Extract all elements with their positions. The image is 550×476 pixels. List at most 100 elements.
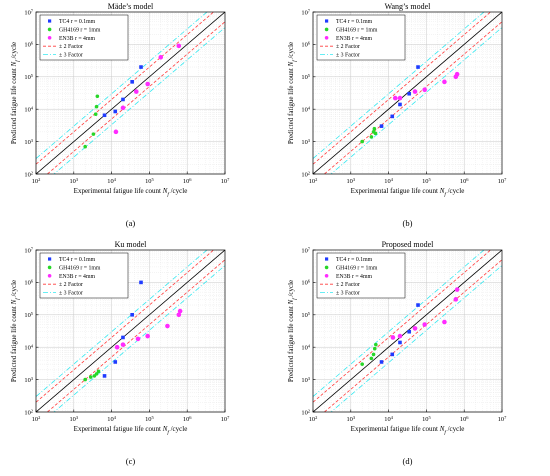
legend-label: EN3B r = 4mm [336,274,372,280]
legend-item: ± 3 Factor [43,53,83,59]
factor-2-line [323,21,502,174]
x-tick-label: 107 [498,177,507,186]
factor-2-line [323,259,502,412]
chart-title: Ku model [115,240,148,249]
axes-frame [312,249,503,413]
x-tick-label: 102 [32,177,41,186]
data-point-gh4169 [83,377,87,382]
data-point-tc4 [130,80,134,84]
reference-lines [36,12,225,174]
series-tc4 [102,65,143,118]
y-tick-label: 102 [24,170,33,179]
data-point-tc4 [416,303,420,307]
series-tc4 [379,65,420,128]
data-point-en3b [165,323,170,329]
x-tick-label: 103 [346,177,355,186]
data-point-en3b [176,312,182,318]
legend-marker-square [48,257,52,261]
x-tick-label: 105 [145,415,154,424]
factor-3-line [330,26,502,174]
data-point-en3b [158,54,164,60]
data-point-tc4 [398,102,402,107]
factor-3-line [53,264,225,412]
data-point-en3b [176,43,182,49]
data-point-tc4 [113,109,118,114]
data-point-tc4 [139,280,143,285]
data-point-en3b [397,333,403,339]
y-tick-label: 107 [301,8,310,16]
legend-box [316,14,406,61]
panel-caption: (b) [403,218,413,228]
legend-label: GH4169 r = 1mm [336,265,378,271]
panel-caption: (a) [126,218,136,228]
panel-caption: (d) [403,456,413,466]
x-tick-label: 105 [422,177,431,186]
data-point-gh4169 [96,369,101,374]
data-point-en3b [120,342,126,347]
data-point-en3b [113,129,119,135]
data-point-en3b [177,308,183,314]
y-tick-label: 106 [24,278,33,287]
x-tick-label: 107 [221,415,230,424]
data-point-gh4169 [93,112,98,117]
y-tick-label: 102 [301,408,310,417]
data-point-en3b [453,297,459,302]
x-tick-label: 105 [145,177,154,186]
legend-label: ± 3 Factor [59,53,83,59]
y-axis-label: Predicted fatigue life count Nf /cycle [287,280,298,382]
data-point-gh4169 [360,139,364,144]
y-axis-label: Predicted fatigue life count Nf /cycle [287,42,298,144]
legend-item: EN3B r = 4mm [47,274,95,280]
data-point-en3b [133,89,139,94]
legend-box [39,252,129,299]
data-point-en3b [442,79,447,85]
legend-item: EN3B r = 4mm [324,274,372,280]
legend-item: ± 2 Factor [320,44,360,50]
chart-title: Proposed model [382,240,435,249]
y-axis-label: Predicted fatigue life count Nf /cycle [10,280,21,382]
data-point-tc4 [379,360,384,364]
data-point-gh4169 [369,135,374,139]
data-point-en3b [442,319,447,325]
data-point-en3b [120,105,126,111]
data-point-tc4 [102,374,107,378]
data-point-tc4 [102,113,107,118]
data-point-gh4169 [94,104,99,109]
legend-label: TC4 r = 0.1mm [59,257,96,263]
x-tick-label: 104 [107,177,116,186]
y-tick-label: 105 [301,73,310,82]
y-tick-label: 104 [301,105,310,114]
data-point-gh4169 [91,132,96,136]
identity-line [36,12,225,174]
data-point-gh4169 [94,372,99,376]
y-tick-label: 105 [301,311,310,320]
data-point-tc4 [121,97,125,102]
data-point-gh4169 [371,352,376,357]
factor-3-line [53,26,225,174]
factor-3-line [36,12,208,160]
legend-item: TC4 r = 0.1mm [325,257,373,263]
x-tick-label: 102 [32,415,41,424]
legend-item: TC4 r = 0.1mm [48,257,96,263]
data-point-gh4169 [372,346,377,351]
axes-frame [35,11,226,175]
legend-item: ± 2 Factor [320,282,360,288]
y-axis-label: Predicted fatigue life count Nf /cycle [10,42,21,144]
data-point-gh4169 [369,356,374,361]
legend-label: EN3B r = 4mm [59,36,95,42]
legend-label: ± 3 Factor [336,291,360,297]
y-tick-label: 106 [301,40,310,49]
y-tick-label: 103 [301,375,310,384]
data-point-en3b [412,89,418,94]
y-tick-label: 105 [24,73,33,82]
y-tick-label: 107 [301,246,310,255]
data-point-tc4 [379,124,384,128]
legend-item: ± 3 Factor [43,291,83,297]
legend-item: GH4169 r = 1mm [324,27,378,33]
legend-label: GH4169 r = 1mm [59,27,101,33]
legend-marker-square [325,19,329,23]
